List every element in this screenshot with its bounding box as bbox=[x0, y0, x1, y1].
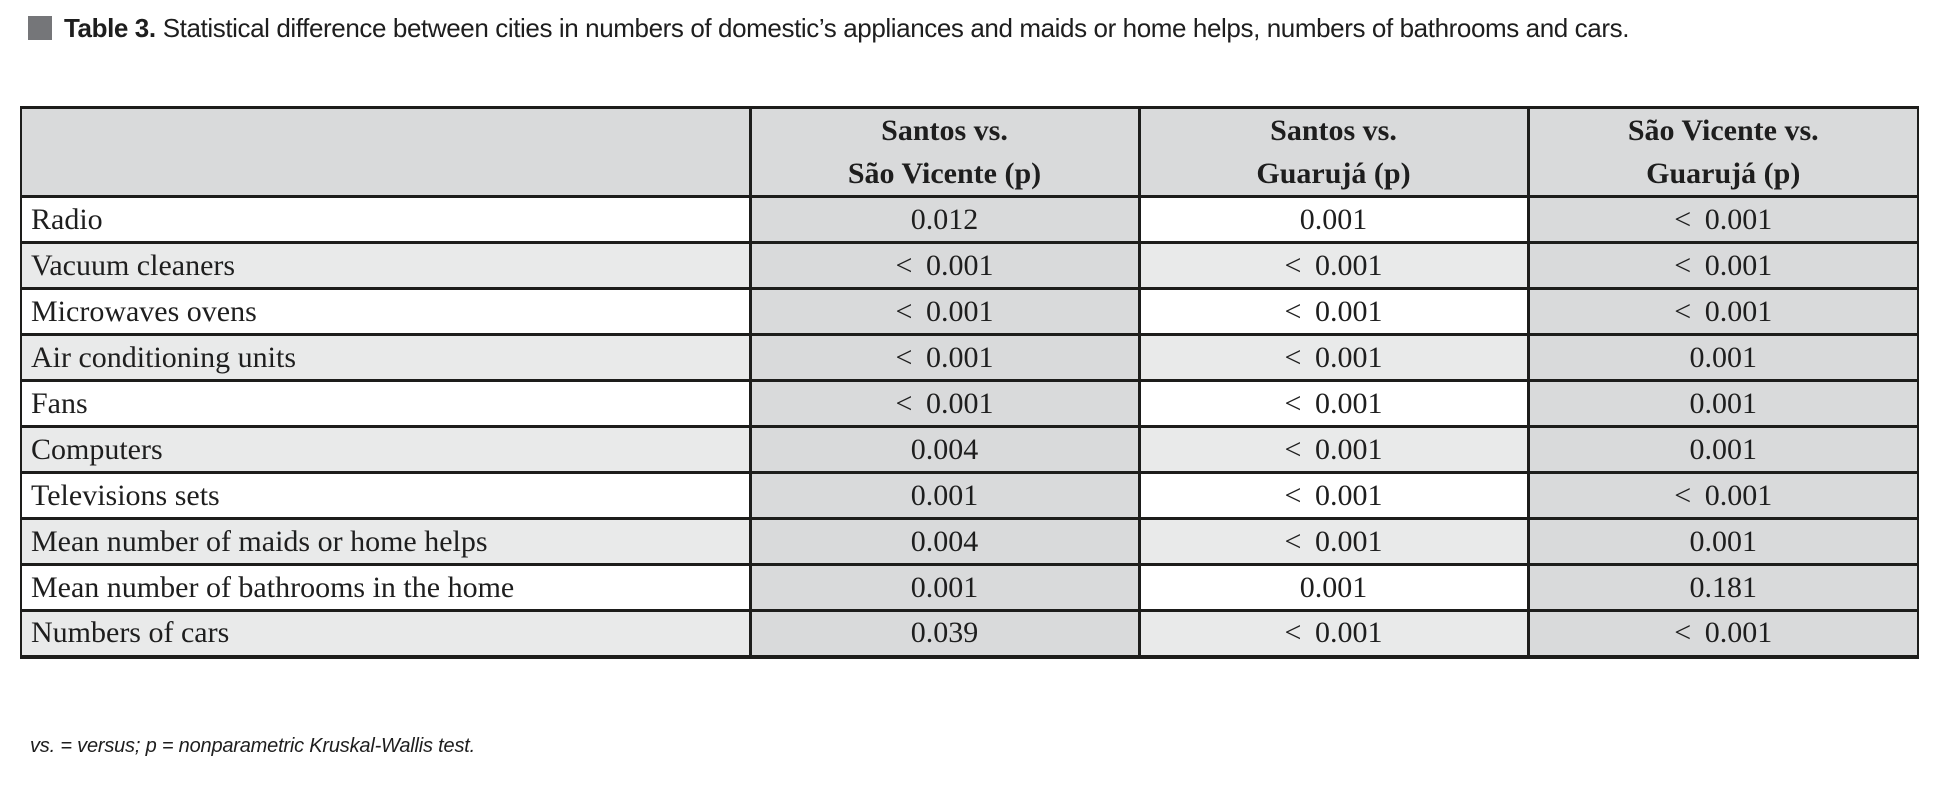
row-label: Air conditioning units bbox=[20, 333, 752, 382]
row-label: Vacuum cleaners bbox=[20, 241, 752, 290]
row-label: Televisions sets bbox=[20, 471, 752, 520]
p-value-cell: < 0.001 bbox=[748, 241, 1141, 290]
p-value-cell: 0.001 bbox=[1526, 517, 1919, 566]
p-value-cell: 0.001 bbox=[1137, 563, 1530, 612]
table-caption-text: Statistical difference between cities in… bbox=[162, 13, 1630, 43]
p-value-cell: < 0.001 bbox=[1526, 241, 1919, 290]
table-row: Radio 0.012 0.001 < 0.001 bbox=[20, 195, 1919, 244]
p-value-cell: 0.001 bbox=[1137, 195, 1530, 244]
table-bullet-icon bbox=[28, 16, 52, 40]
p-value-cell: 0.004 bbox=[748, 517, 1141, 566]
p-value-cell: 0.001 bbox=[1526, 425, 1919, 474]
p-value-cell: 0.004 bbox=[748, 425, 1141, 474]
column-header-santos-vs-guaruja: Santos vs. Guarujá (p) bbox=[1137, 106, 1530, 198]
column-header-line: São Vicente vs. bbox=[1627, 114, 1819, 147]
column-header-line: Santos vs. bbox=[881, 114, 1008, 147]
table-row: Numbers of cars 0.039 < 0.001 < 0.001 bbox=[20, 609, 1919, 659]
table-caption: Table 3. Statistical difference between … bbox=[28, 13, 1629, 43]
column-header-line: São Vicente (p) bbox=[847, 157, 1042, 190]
row-label: Computers bbox=[20, 425, 752, 474]
p-value-cell: < 0.001 bbox=[1526, 195, 1919, 244]
table-caption-label: Table 3. bbox=[64, 13, 156, 43]
table-row: Mean number of maids or home helps 0.004… bbox=[20, 517, 1919, 566]
p-value-cell: < 0.001 bbox=[1526, 471, 1919, 520]
table-row: Mean number of bathrooms in the home 0.0… bbox=[20, 563, 1919, 612]
row-label: Radio bbox=[20, 195, 752, 244]
p-value-cell: < 0.001 bbox=[1137, 517, 1530, 566]
table-row: Microwaves ovens < 0.001 < 0.001 < 0.001 bbox=[20, 287, 1919, 336]
p-value-cell: < 0.001 bbox=[748, 287, 1141, 336]
p-value-cell: < 0.001 bbox=[1137, 471, 1530, 520]
row-label: Mean number of bathrooms in the home bbox=[20, 563, 752, 612]
p-value-cell: < 0.001 bbox=[1137, 287, 1530, 336]
p-value-cell: 0.001 bbox=[1526, 379, 1919, 428]
column-header-line: Guarujá (p) bbox=[1646, 157, 1801, 190]
p-value-cell: < 0.001 bbox=[1137, 425, 1530, 474]
p-value-cell: 0.039 bbox=[748, 609, 1141, 659]
statistics-table: Santos vs. São Vicente (p) Santos vs. Gu… bbox=[20, 106, 1919, 659]
p-value-cell: < 0.001 bbox=[1137, 379, 1530, 428]
row-label: Fans bbox=[20, 379, 752, 428]
table-row: Vacuum cleaners < 0.001 < 0.001 < 0.001 bbox=[20, 241, 1919, 290]
column-header-santos-vs-sao-vicente: Santos vs. São Vicente (p) bbox=[748, 106, 1141, 198]
p-value-cell: < 0.001 bbox=[1137, 333, 1530, 382]
row-label: Microwaves ovens bbox=[20, 287, 752, 336]
p-value-cell: < 0.001 bbox=[1526, 609, 1919, 659]
corner-cell bbox=[20, 106, 752, 198]
table-row: Air conditioning units < 0.001 < 0.001 0… bbox=[20, 333, 1919, 382]
p-value-cell: 0.012 bbox=[748, 195, 1141, 244]
table-header-row: Santos vs. São Vicente (p) Santos vs. Gu… bbox=[20, 106, 1919, 198]
row-label: Mean number of maids or home helps bbox=[20, 517, 752, 566]
p-value-cell: < 0.001 bbox=[748, 333, 1141, 382]
column-header-line: Guarujá (p) bbox=[1256, 157, 1411, 190]
p-value-cell: < 0.001 bbox=[1526, 287, 1919, 336]
p-value-cell: 0.001 bbox=[748, 471, 1141, 520]
row-label: Numbers of cars bbox=[20, 609, 752, 659]
p-value-cell: < 0.001 bbox=[1137, 241, 1530, 290]
column-header-line: Santos vs. bbox=[1270, 114, 1397, 147]
p-value-cell: 0.001 bbox=[1526, 333, 1919, 382]
table-row: Fans < 0.001 < 0.001 0.001 bbox=[20, 379, 1919, 428]
p-value-cell: 0.001 bbox=[748, 563, 1141, 612]
column-header-sao-vicente-vs-guaruja: São Vicente vs. Guarujá (p) bbox=[1526, 106, 1919, 198]
p-value-cell: < 0.001 bbox=[748, 379, 1141, 428]
table-row: Televisions sets 0.001 < 0.001 < 0.001 bbox=[20, 471, 1919, 520]
p-value-cell: < 0.001 bbox=[1137, 609, 1530, 659]
p-value-cell: 0.181 bbox=[1526, 563, 1919, 612]
table-row: Computers 0.004 < 0.001 0.001 bbox=[20, 425, 1919, 474]
table-footnote: vs. = versus; p = nonparametric Kruskal-… bbox=[30, 735, 475, 757]
